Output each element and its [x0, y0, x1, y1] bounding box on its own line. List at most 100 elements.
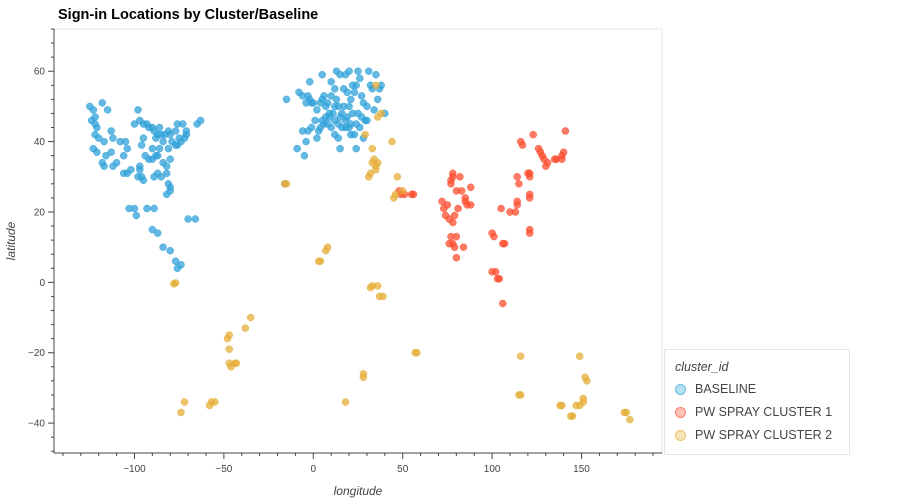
- data-point[interactable]: [361, 116, 369, 125]
- data-point[interactable]: [372, 81, 380, 90]
- legend-item-baseline[interactable]: BASELINE: [675, 380, 756, 398]
- data-point[interactable]: [626, 415, 634, 424]
- data-point[interactable]: [155, 123, 164, 132]
- data-point[interactable]: [98, 99, 107, 107]
- data-point[interactable]: [320, 92, 328, 100]
- data-point[interactable]: [331, 85, 339, 93]
- data-point[interactable]: [525, 173, 534, 181]
- data-point[interactable]: [305, 78, 314, 86]
- data-point[interactable]: [316, 257, 325, 265]
- data-point[interactable]: [182, 127, 191, 135]
- data-point[interactable]: [368, 144, 377, 153]
- data-point[interactable]: [180, 398, 189, 406]
- data-point[interactable]: [379, 292, 387, 301]
- data-point[interactable]: [388, 137, 396, 146]
- data-point[interactable]: [152, 134, 160, 142]
- data-point[interactable]: [457, 187, 466, 195]
- data-point[interactable]: [282, 95, 291, 104]
- data-point[interactable]: [119, 169, 128, 178]
- data-point[interactable]: [191, 215, 200, 223]
- data-point[interactable]: [347, 95, 355, 104]
- data-point[interactable]: [150, 204, 158, 213]
- data-point[interactable]: [567, 412, 575, 420]
- data-point[interactable]: [166, 187, 174, 195]
- data-point[interactable]: [345, 67, 353, 75]
- data-point[interactable]: [558, 155, 566, 163]
- data-point[interactable]: [525, 194, 534, 202]
- data-point[interactable]: [499, 299, 507, 308]
- data-point[interactable]: [109, 134, 117, 142]
- data-point[interactable]: [161, 130, 169, 139]
- data-point[interactable]: [500, 239, 509, 248]
- data-point[interactable]: [359, 373, 368, 382]
- data-point[interactable]: [171, 257, 180, 265]
- data-point[interactable]: [363, 102, 371, 111]
- data-point[interactable]: [246, 313, 255, 322]
- data-point[interactable]: [443, 201, 452, 209]
- data-point[interactable]: [466, 183, 475, 192]
- data-point[interactable]: [511, 208, 520, 216]
- data-point[interactable]: [350, 88, 359, 97]
- data-point[interactable]: [148, 225, 157, 234]
- data-point[interactable]: [390, 194, 398, 202]
- data-point[interactable]: [450, 243, 459, 251]
- data-point[interactable]: [583, 377, 591, 385]
- data-point[interactable]: [438, 197, 446, 206]
- data-point[interactable]: [211, 398, 219, 406]
- data-point[interactable]: [352, 81, 360, 90]
- data-point[interactable]: [447, 232, 455, 241]
- data-point[interactable]: [409, 190, 418, 199]
- data-point[interactable]: [543, 158, 552, 167]
- data-point[interactable]: [230, 359, 239, 368]
- data-point[interactable]: [93, 123, 101, 132]
- data-point[interactable]: [134, 173, 142, 181]
- data-point[interactable]: [513, 197, 521, 206]
- data-point[interactable]: [364, 67, 373, 75]
- data-point[interactable]: [452, 253, 461, 262]
- data-point[interactable]: [180, 134, 189, 142]
- data-point[interactable]: [497, 204, 505, 213]
- data-point[interactable]: [413, 348, 421, 357]
- data-point[interactable]: [561, 127, 570, 135]
- legend-item-pw-spray-cluster-2[interactable]: PW SPRAY CLUSTER 2: [675, 426, 832, 444]
- data-point[interactable]: [302, 137, 310, 146]
- data-point[interactable]: [127, 165, 135, 174]
- data-point[interactable]: [366, 169, 375, 178]
- data-point[interactable]: [575, 352, 584, 360]
- data-point[interactable]: [323, 243, 332, 251]
- data-point[interactable]: [377, 109, 385, 118]
- data-point[interactable]: [350, 130, 359, 139]
- data-point[interactable]: [515, 180, 523, 188]
- data-point[interactable]: [293, 144, 301, 153]
- data-point[interactable]: [100, 162, 108, 170]
- data-point[interactable]: [139, 134, 148, 142]
- data-point[interactable]: [225, 345, 233, 353]
- data-point[interactable]: [559, 148, 568, 156]
- data-point[interactable]: [445, 239, 453, 248]
- data-point[interactable]: [223, 334, 232, 343]
- data-point[interactable]: [327, 78, 335, 86]
- data-point[interactable]: [155, 144, 164, 153]
- data-point[interactable]: [184, 215, 192, 223]
- data-point[interactable]: [196, 116, 205, 125]
- data-point[interactable]: [241, 324, 250, 332]
- data-point[interactable]: [620, 408, 629, 417]
- data-point[interactable]: [139, 176, 148, 185]
- data-point[interactable]: [295, 88, 303, 97]
- data-point[interactable]: [318, 70, 326, 79]
- data-point[interactable]: [157, 173, 166, 181]
- data-point[interactable]: [373, 282, 382, 290]
- data-point[interactable]: [334, 134, 343, 142]
- data-point[interactable]: [495, 275, 504, 283]
- data-point[interactable]: [309, 99, 318, 107]
- data-point[interactable]: [311, 116, 319, 125]
- data-point[interactable]: [164, 144, 173, 153]
- data-point[interactable]: [166, 155, 174, 163]
- data-point[interactable]: [357, 92, 366, 100]
- data-point[interactable]: [109, 162, 117, 170]
- data-point[interactable]: [298, 127, 307, 135]
- data-point[interactable]: [162, 162, 171, 170]
- data-point[interactable]: [119, 151, 128, 160]
- data-point[interactable]: [177, 261, 185, 269]
- data-point[interactable]: [148, 155, 157, 163]
